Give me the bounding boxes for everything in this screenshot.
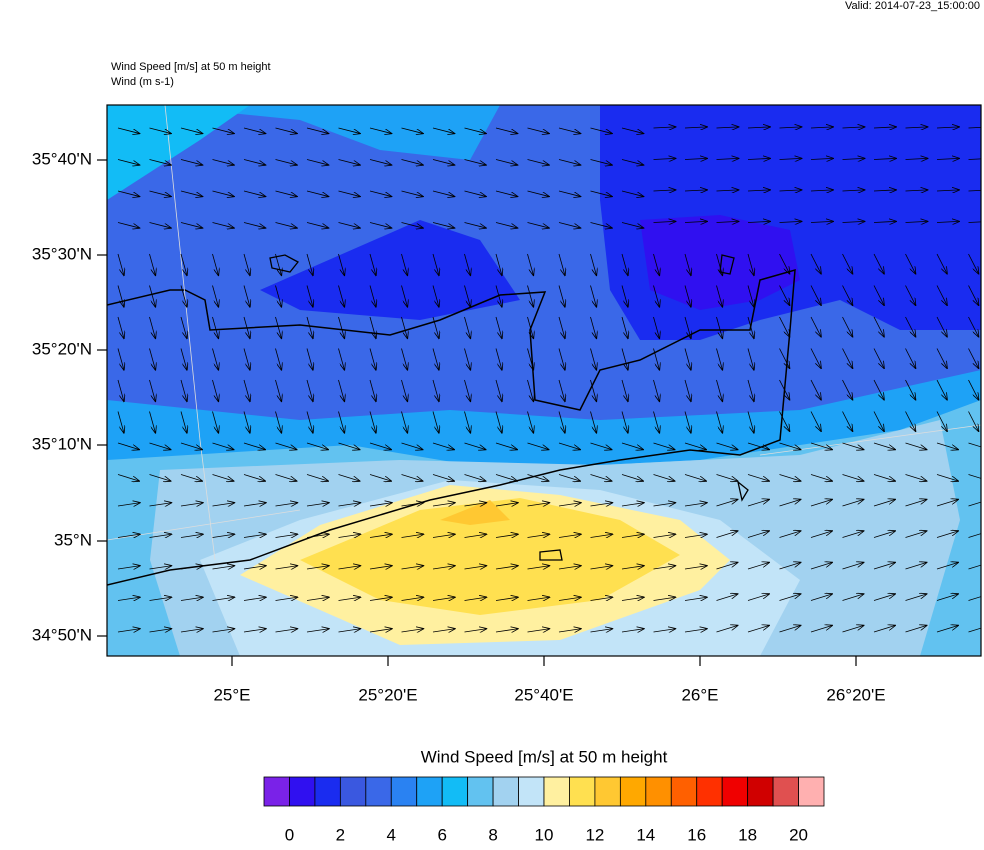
colorbar-box bbox=[264, 777, 289, 806]
colorbar-label: 8 bbox=[488, 825, 497, 844]
lat-label: 35°10'N bbox=[32, 434, 92, 453]
map-field bbox=[107, 105, 984, 656]
lat-label: 34°50'N bbox=[32, 625, 92, 644]
colorbar-label: 0 bbox=[285, 825, 294, 844]
colorbar: 0 2 4 6 8 10 12 14 16 18 20 bbox=[264, 777, 824, 844]
colorbar-label: 4 bbox=[387, 825, 396, 844]
colorbar-box bbox=[671, 777, 696, 806]
colorbar-box bbox=[748, 777, 773, 806]
lon-label: 25°40'E bbox=[514, 685, 573, 704]
colorbar-box bbox=[697, 777, 722, 806]
colorbar-box bbox=[620, 777, 645, 806]
colorbar-label: 18 bbox=[738, 825, 757, 844]
colorbar-label: 2 bbox=[336, 825, 345, 844]
colorbar-box bbox=[569, 777, 594, 806]
plot-title: Wind Speed [m/s] at 50 m height bbox=[111, 61, 271, 73]
colorbar-box bbox=[340, 777, 365, 806]
colorbar-title: Wind Speed [m/s] at 50 m height bbox=[421, 747, 668, 766]
colorbar-label: 6 bbox=[437, 825, 446, 844]
colorbar-label: 10 bbox=[535, 825, 554, 844]
colorbar-box bbox=[544, 777, 569, 806]
colorbar-box bbox=[417, 777, 442, 806]
colorbar-box bbox=[519, 777, 544, 806]
colorbar-box bbox=[442, 777, 467, 806]
colorbar-box bbox=[722, 777, 747, 806]
plot-subtitle: Wind (m s-1) bbox=[111, 76, 174, 88]
colorbar-box bbox=[493, 777, 518, 806]
colorbar-box bbox=[391, 777, 416, 806]
colorbar-box bbox=[799, 777, 824, 806]
lon-label: 25°E bbox=[213, 685, 250, 704]
colorbar-box bbox=[773, 777, 798, 806]
valid-time: Valid: 2014-07-23_15:00:00 bbox=[845, 0, 980, 12]
colorbar-box bbox=[646, 777, 671, 806]
colorbar-box bbox=[289, 777, 314, 806]
colorbar-label: 12 bbox=[585, 825, 604, 844]
lon-label: 25°20'E bbox=[358, 685, 417, 704]
colorbar-label: 20 bbox=[789, 825, 808, 844]
lat-label: 35°40'N bbox=[32, 149, 92, 168]
colorbar-box bbox=[595, 777, 620, 806]
colorbar-box bbox=[468, 777, 493, 806]
lat-label: 35°30'N bbox=[32, 244, 92, 263]
lon-label: 26°E bbox=[681, 685, 718, 704]
colorbar-box bbox=[366, 777, 391, 806]
colorbar-label: 14 bbox=[636, 825, 655, 844]
colorbar-label: 16 bbox=[687, 825, 706, 844]
lon-label: 26°20'E bbox=[826, 685, 885, 704]
lat-label: 35°N bbox=[54, 530, 92, 549]
colorbar-box bbox=[315, 777, 340, 806]
lat-label: 35°20'N bbox=[32, 339, 92, 358]
